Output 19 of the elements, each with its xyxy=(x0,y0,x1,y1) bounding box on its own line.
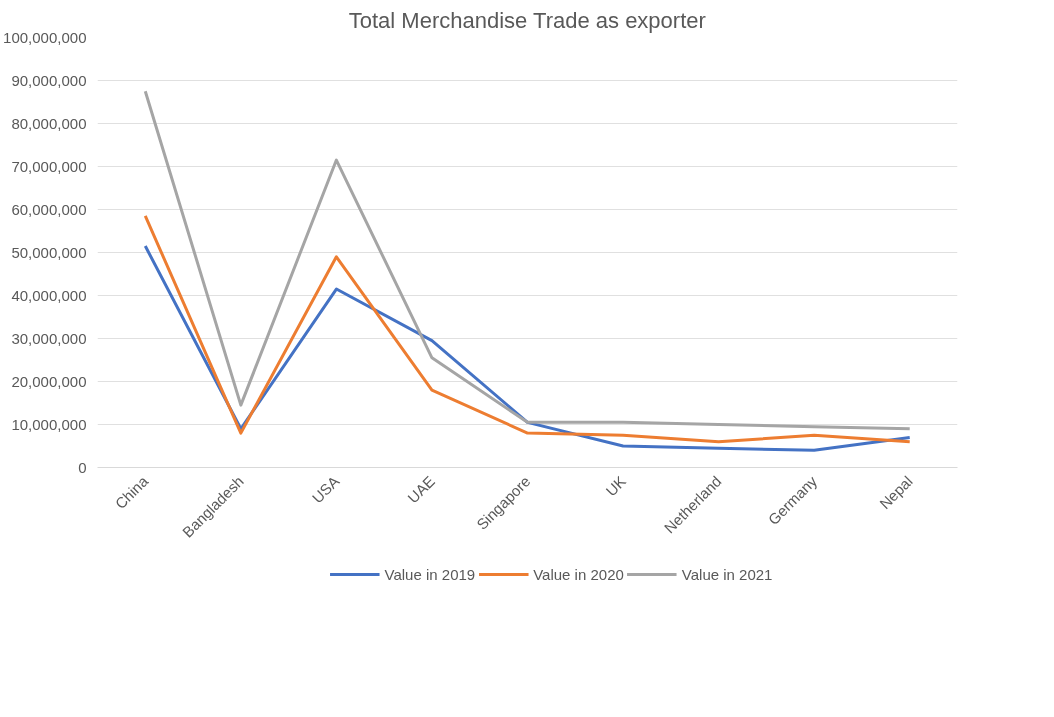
y-tick-label: 30,000,000 xyxy=(11,329,87,347)
y-tick-label: 90,000,000 xyxy=(11,71,87,89)
x-tick-label: USA xyxy=(308,472,343,507)
y-tick-label: 50,000,000 xyxy=(11,243,87,261)
y-tick-label: 60,000,000 xyxy=(11,200,87,218)
y-tick-label: 0 xyxy=(78,458,87,476)
y-tick-label: 70,000,000 xyxy=(11,157,87,175)
y-tick-label: 100,000,000 xyxy=(3,28,87,46)
legend-label: Value in 2020 xyxy=(533,565,624,583)
chart-title: Total Merchandise Trade as exporter xyxy=(348,7,706,33)
line-series xyxy=(143,89,912,431)
y-tick-label: 20,000,000 xyxy=(11,372,87,390)
legend-label: Value in 2019 xyxy=(384,565,476,583)
y-tick-label: 40,000,000 xyxy=(11,286,87,304)
x-tick-label: UK xyxy=(602,472,630,500)
legend-label: Value in 2021 xyxy=(681,565,773,583)
line-series xyxy=(143,214,912,444)
y-tick-label: 80,000,000 xyxy=(11,114,87,132)
y-tick-label: 10,000,000 xyxy=(11,415,87,433)
